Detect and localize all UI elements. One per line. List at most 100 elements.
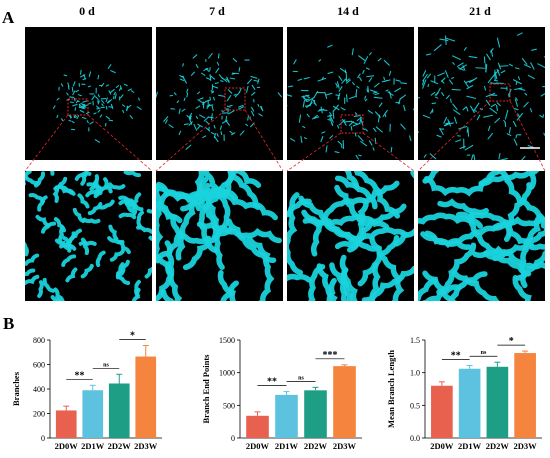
mitochondrion	[176, 100, 180, 104]
mitochondrion	[465, 106, 469, 112]
mitochondrion	[422, 171, 440, 184]
mitochondrion	[101, 103, 104, 107]
mitochondrion	[297, 78, 303, 81]
significance-label: *	[130, 331, 135, 342]
mitochondrion	[123, 83, 128, 87]
mitochondrion	[494, 69, 498, 80]
mitochondrion	[457, 62, 464, 67]
mitochondrion	[234, 91, 241, 98]
mitochondrion	[354, 112, 358, 115]
mitochondrion	[326, 277, 337, 301]
x-tick-label: 2D0W	[430, 441, 454, 451]
mitochondrion	[188, 112, 193, 118]
mitochondrion	[213, 125, 216, 129]
mitochondrion	[247, 115, 249, 121]
mitochondrion	[448, 271, 488, 301]
mitochondrion	[514, 67, 520, 70]
mitochondrion	[186, 88, 189, 93]
mitochondrion	[356, 118, 361, 122]
mitochondrion	[118, 86, 122, 91]
y-tick-label: 1.5	[410, 336, 420, 345]
mitochondrion	[178, 130, 182, 136]
x-tick-label: 2D2W	[108, 441, 132, 451]
mitochondrion	[219, 125, 223, 130]
mitochondrion	[363, 56, 369, 64]
mitochondrion	[301, 209, 382, 252]
chart-mean-branch-length: Mean Branch Length 0.0 0.5 1.0 1.5 2D0W 2D1W 2D…	[386, 336, 542, 451]
mitochondrion	[75, 89, 80, 93]
mitochondrion	[86, 120, 89, 124]
mitochondrion	[80, 74, 86, 78]
significance-label: ***	[323, 350, 338, 361]
mitochondrion	[52, 185, 60, 203]
mitochondrion	[430, 91, 436, 96]
mitochondrion	[212, 85, 219, 89]
mitochondrion	[436, 134, 442, 138]
mitochondrion	[436, 242, 477, 295]
mitochondrion	[118, 195, 135, 207]
mitochondrion	[329, 135, 334, 139]
mitochondrion	[327, 71, 334, 74]
mitochondrion	[365, 128, 368, 132]
mitochondrion	[384, 113, 387, 118]
mitochondrion	[337, 140, 343, 146]
mitochondrion	[25, 268, 36, 277]
mitochondrion	[492, 216, 544, 231]
mitochondrion	[318, 59, 322, 62]
mitochondrion	[193, 123, 198, 131]
x-tick-label: 2D3W	[333, 441, 357, 451]
mitochondrion	[227, 109, 229, 114]
mitochondrion	[527, 74, 535, 80]
mitochondrion	[25, 253, 40, 266]
mitochondrion	[214, 82, 219, 84]
mitochondrion	[345, 94, 348, 103]
mitochondrion	[336, 84, 339, 88]
mitochondrion	[80, 263, 94, 279]
mitochondrion	[220, 80, 224, 82]
mitochondrion	[486, 53, 491, 61]
mitochondrion	[316, 263, 338, 301]
mitochondrion	[374, 93, 380, 96]
bar	[458, 368, 481, 438]
mitochondrion	[317, 77, 327, 82]
y-tick-label: 0.5	[410, 401, 420, 410]
mitochondrion	[355, 154, 359, 160]
mitochondrion	[179, 74, 185, 79]
mitochondrion	[188, 121, 193, 126]
mitochondrion	[367, 85, 370, 93]
mitochondrion	[340, 107, 346, 111]
mitochondrion	[366, 75, 375, 78]
y-tick-label: 1.0	[410, 369, 420, 378]
mitochondrion	[231, 132, 236, 136]
mitochondrion	[372, 147, 375, 151]
mitochondrion	[123, 171, 141, 178]
mitochondrion	[97, 109, 101, 113]
mitochondrion	[356, 85, 360, 89]
mitochondrion	[448, 79, 454, 85]
bar	[304, 390, 327, 438]
mitochondrion	[345, 79, 351, 84]
mitochondrion	[496, 37, 501, 48]
mitochondrion	[458, 125, 468, 130]
mitochondrion	[403, 104, 406, 112]
mitochondrion	[540, 92, 545, 97]
mitochondrion	[382, 109, 388, 117]
mitochondrion	[110, 103, 114, 109]
mitochondrion	[74, 107, 77, 111]
mitochondrion	[325, 92, 333, 96]
mitochondrion	[110, 70, 116, 74]
mitochondrion	[470, 105, 475, 113]
mitochondrion	[337, 96, 340, 100]
mitochondrion	[513, 108, 519, 111]
mitochondrion	[238, 87, 242, 93]
mitochondrion	[521, 155, 526, 160]
mitochondrion	[381, 79, 391, 83]
mitochondrion	[298, 114, 302, 123]
mitochondrion	[343, 120, 353, 123]
mitochondrion	[423, 154, 427, 158]
y-tick-label: 800	[33, 336, 45, 345]
mitochondrion	[473, 109, 477, 112]
mitochondrion	[287, 85, 294, 88]
zoom-micrograph-21d	[418, 171, 545, 301]
mitochondrion	[89, 121, 94, 125]
